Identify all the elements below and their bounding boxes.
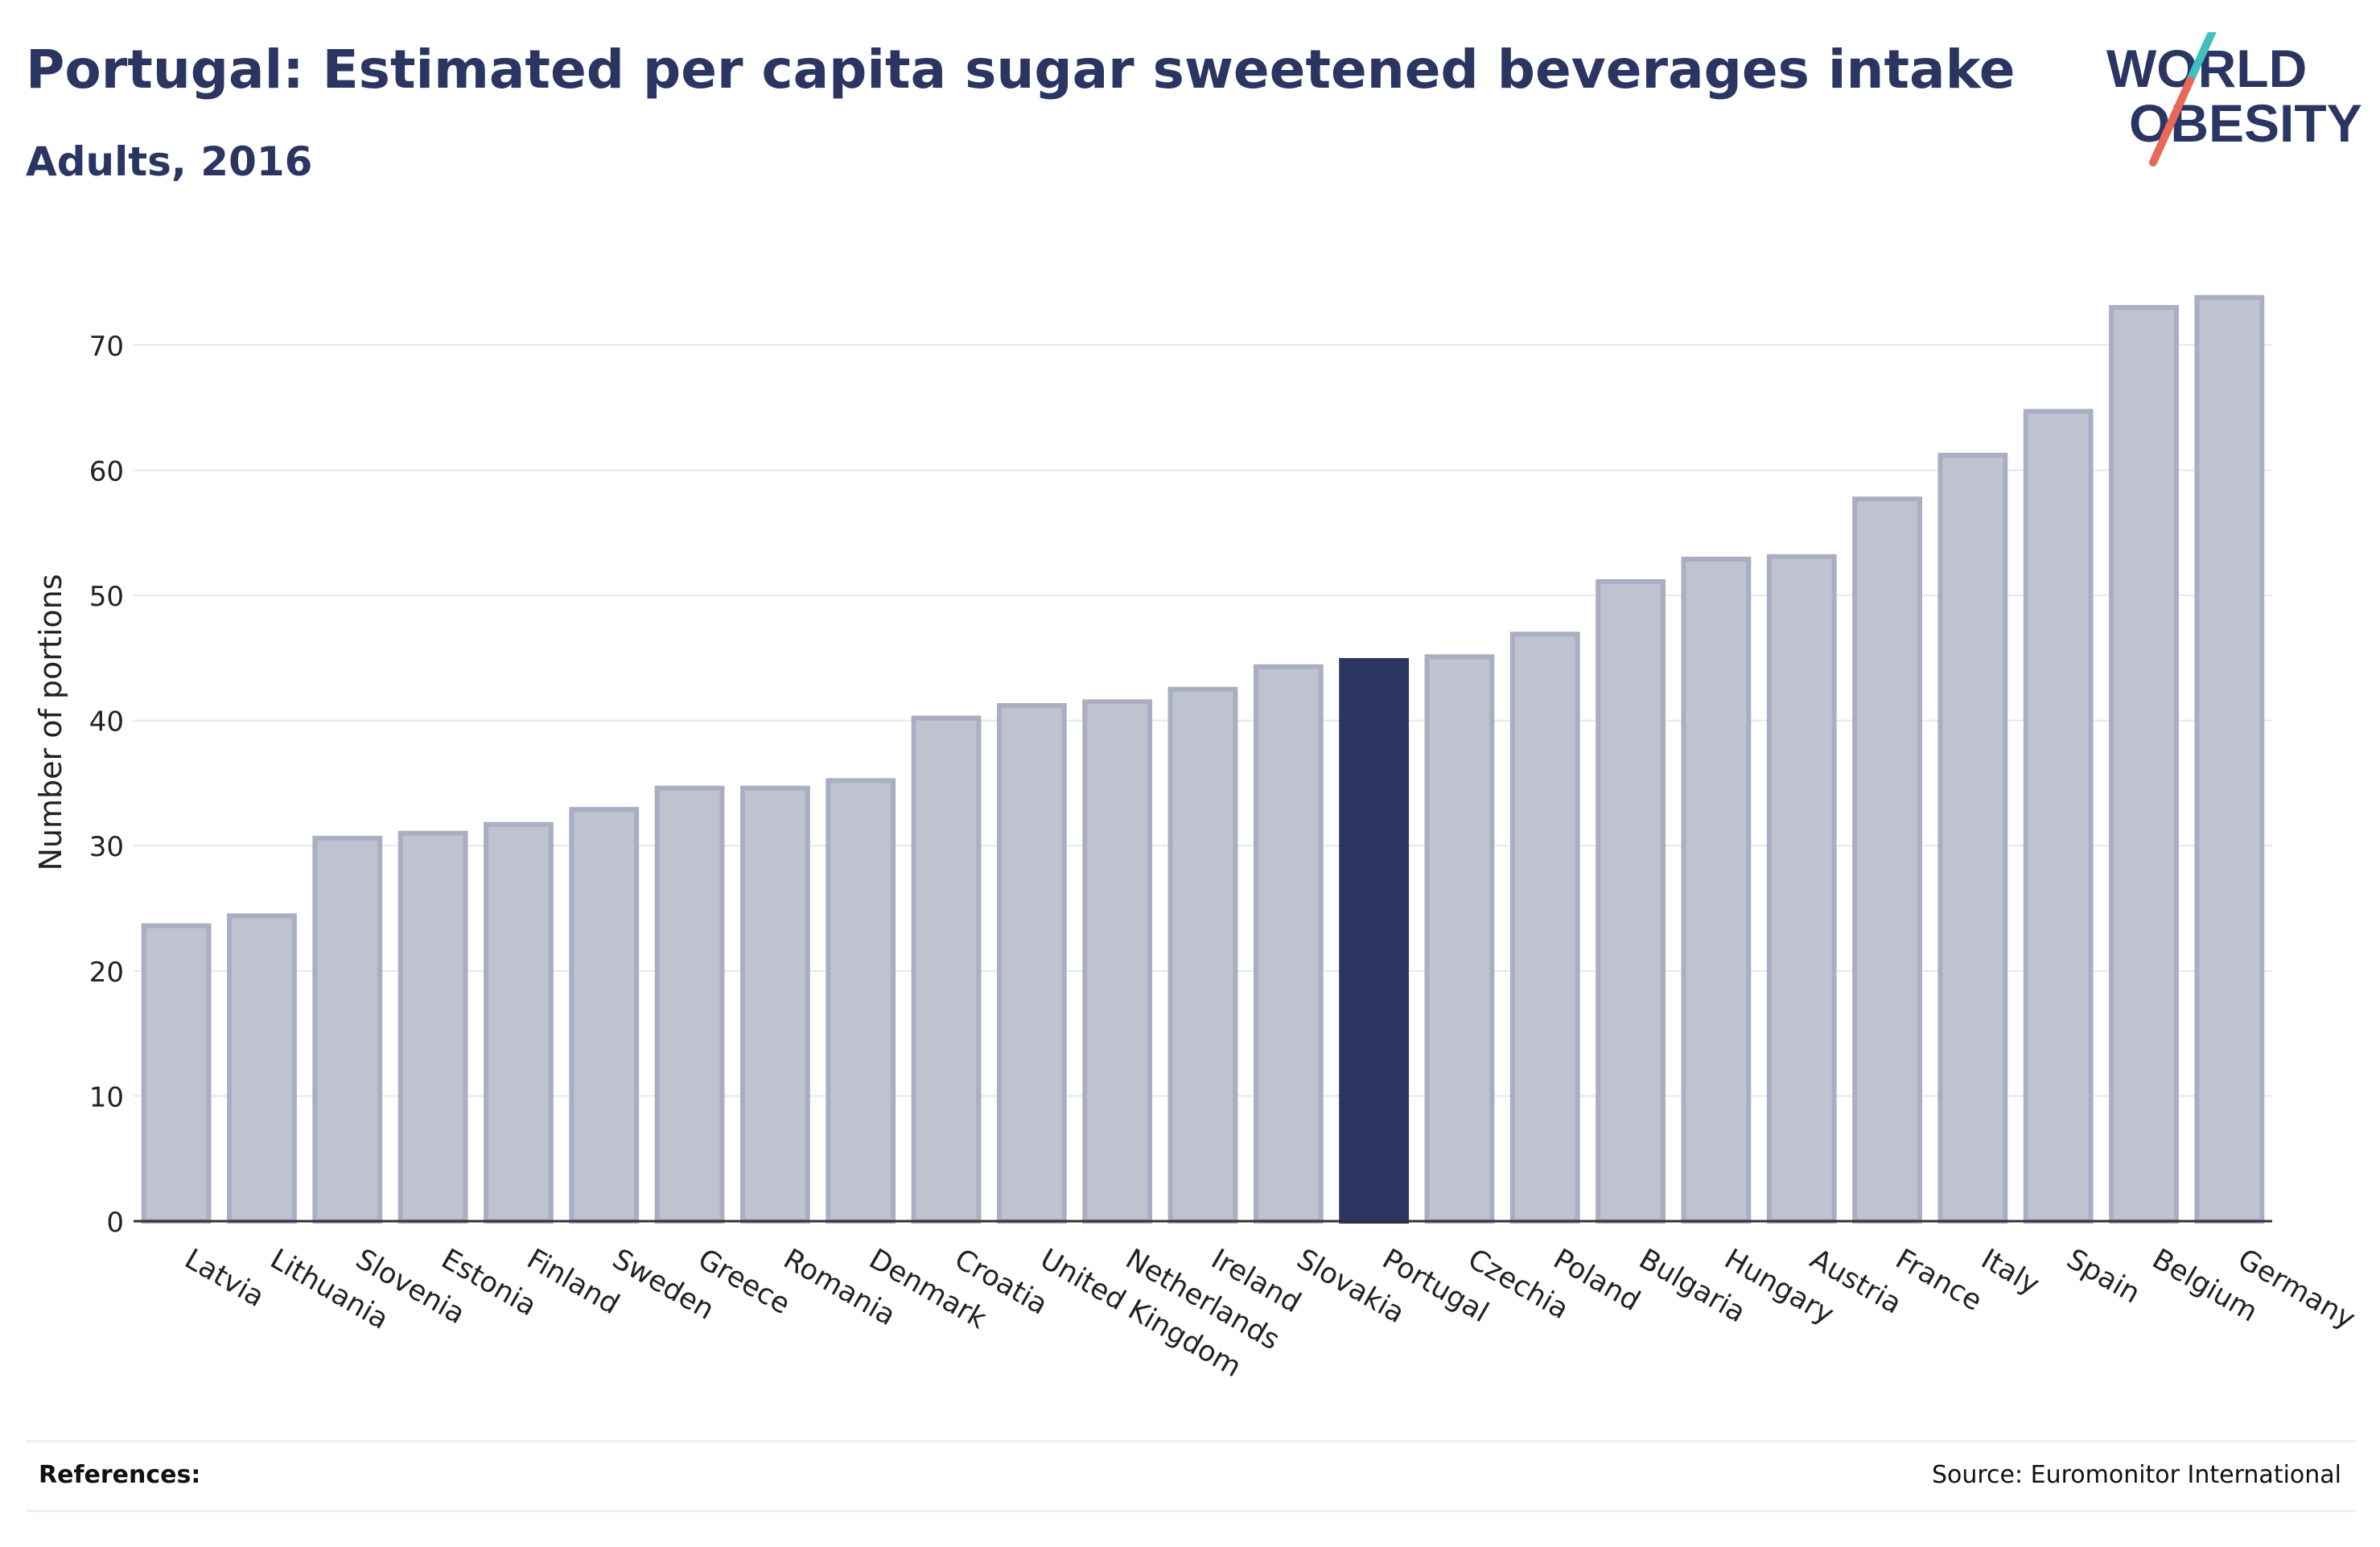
- bar-france: [1852, 496, 1922, 1224]
- y-tick-label: 40: [89, 706, 124, 739]
- x-tick-label: Italy: [1975, 1243, 2044, 1302]
- bar-spain: [2023, 409, 2094, 1224]
- bar-czechia: [1424, 654, 1495, 1224]
- bar-netherlands: [1082, 699, 1153, 1224]
- x-tick-label: Germany: [2232, 1243, 2360, 1335]
- bar-greece: [654, 785, 725, 1224]
- bar-austria: [1766, 553, 1837, 1224]
- y-tick-labels: 0 10 20 30 40 50 60 70: [89, 331, 124, 1239]
- bar-ireland: [1167, 686, 1238, 1224]
- x-tick-label: Finland: [521, 1243, 624, 1321]
- y-axis-label: Number of portions: [33, 574, 68, 870]
- bar-slovenia: [312, 835, 383, 1224]
- x-tick-label: France: [1890, 1243, 1987, 1318]
- footer-divider-top: [26, 1440, 2356, 1442]
- source-text: Source: Euromonitor International: [1931, 1461, 2341, 1489]
- bars: [141, 294, 2265, 1224]
- footer-divider-bottom: [26, 1510, 2356, 1512]
- bar-portugal: [1339, 657, 1410, 1224]
- y-tick-label: 0: [106, 1207, 124, 1239]
- bar-germany: [2194, 294, 2265, 1224]
- bar-sweden: [569, 807, 640, 1224]
- bar-finland: [484, 821, 554, 1224]
- world-obesity-logo: WORLD OBESITY: [2106, 32, 2362, 167]
- y-tick-label: 60: [89, 455, 124, 488]
- x-tick-labels: LatviaLithuaniaSloveniaEstoniaFinlandSwe…: [179, 1243, 2361, 1384]
- y-tick-label: 70: [89, 331, 124, 363]
- y-tick-label: 10: [89, 1081, 124, 1113]
- references-label: References:: [39, 1461, 201, 1489]
- bar-slovakia: [1253, 664, 1324, 1224]
- bar-denmark: [826, 778, 896, 1224]
- x-tick-label: Latvia: [179, 1243, 270, 1314]
- bar-italy: [1937, 452, 2008, 1224]
- chart-title: Portugal: Estimated per capita sugar swe…: [26, 39, 2016, 101]
- bar-romania: [739, 785, 810, 1224]
- y-tick-label: 50: [89, 581, 124, 613]
- logo-slash-teal: [2186, 32, 2217, 84]
- logo-slash-coral: [2149, 76, 2194, 167]
- y-tick-label: 30: [89, 831, 124, 863]
- x-tick-label: Spain: [2061, 1243, 2146, 1310]
- bar-bulgaria: [1596, 578, 1666, 1224]
- bar-hungary: [1681, 556, 1752, 1224]
- bar-united-kingdom: [996, 702, 1067, 1224]
- bar-estonia: [397, 830, 468, 1224]
- bar-poland: [1509, 632, 1580, 1224]
- bar-belgium: [2109, 305, 2179, 1224]
- bar-latvia: [141, 923, 212, 1224]
- bar-croatia: [911, 715, 982, 1224]
- bar-lithuania: [227, 913, 297, 1224]
- chart-subtitle: Adults, 2016: [26, 138, 313, 185]
- y-tick-label: 20: [89, 957, 124, 989]
- bar-chart: 0 10 20 30 40 50 60 70 LatviaLithuaniaSloveniaE…: [33, 294, 2361, 1384]
